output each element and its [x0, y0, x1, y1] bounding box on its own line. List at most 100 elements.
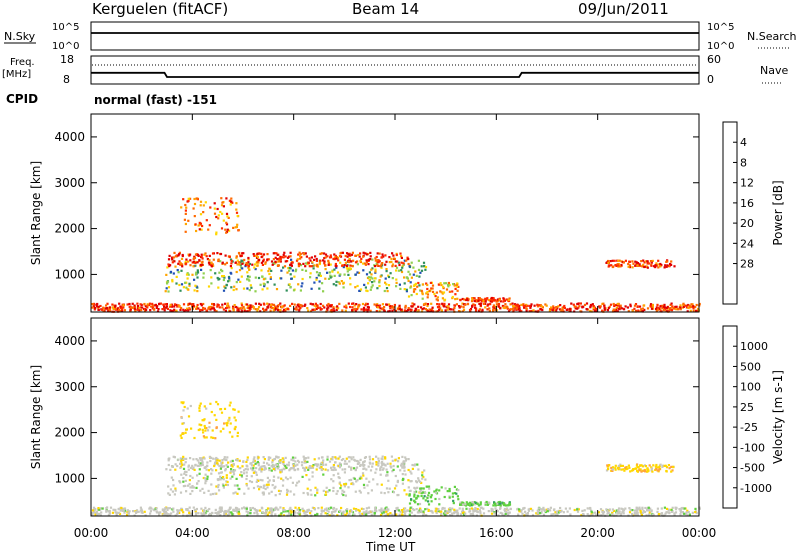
scatter-cell	[352, 259, 355, 262]
scatter-cell	[318, 466, 321, 470]
scatter-cell	[166, 280, 170, 283]
scatter-cell	[180, 283, 184, 286]
scatter-cell	[240, 475, 244, 478]
scatter-cell	[685, 513, 688, 516]
scatter-cell	[374, 506, 377, 509]
scatter-cell	[400, 464, 403, 467]
scatter-cell	[631, 266, 634, 269]
colorbar-tick-label: 8	[740, 156, 747, 169]
scatter-cell	[194, 264, 197, 267]
scatter-cell	[470, 504, 473, 507]
scatter-cell	[216, 512, 219, 515]
scatter-cell	[395, 507, 398, 510]
scatter-cell	[507, 513, 510, 516]
scatter-cell	[176, 509, 179, 512]
scatter-cell	[341, 251, 344, 254]
scatter-cell	[476, 507, 479, 511]
scatter-cell	[195, 229, 198, 233]
scatter-cell	[560, 509, 563, 512]
scatter-cell	[551, 309, 554, 312]
scatter-cell	[629, 303, 632, 306]
scatter-cell	[376, 303, 379, 306]
scatter-cell	[479, 510, 482, 513]
scatter-cell	[111, 306, 114, 309]
scatter-cell	[297, 253, 300, 256]
scatter-cell	[616, 263, 619, 266]
scatter-cell	[344, 513, 347, 517]
scatter-cell	[687, 306, 690, 310]
scatter-cell	[276, 309, 280, 312]
scatter-cell	[631, 309, 634, 312]
scatter-cell	[346, 255, 349, 258]
scatter-cell	[196, 261, 199, 264]
scatter-cell	[478, 302, 481, 305]
scatter-cell	[389, 462, 392, 465]
scatter-cell	[582, 305, 585, 308]
scatter-cell	[324, 463, 328, 466]
scatter-cell	[633, 307, 636, 310]
scatter-cell	[374, 471, 377, 474]
scatter-cell	[453, 508, 456, 511]
scatter-cell	[174, 265, 177, 268]
scatter-cell	[661, 304, 664, 307]
scatter-cell	[431, 287, 434, 290]
scatter-cell	[407, 270, 410, 273]
scatter-cell	[671, 305, 674, 308]
scatter-cell	[335, 266, 338, 269]
scatter-cell	[126, 509, 129, 512]
scatter-cell	[211, 492, 215, 496]
scatter-cell	[289, 285, 292, 289]
scatter-cell	[233, 427, 236, 430]
scatter-cell	[302, 510, 305, 513]
scatter-cell	[353, 513, 356, 516]
scatter-cell	[670, 302, 673, 305]
scatter-cell	[365, 259, 368, 262]
scatter-cell	[131, 302, 134, 305]
scatter-cell	[301, 277, 304, 281]
scatter-cell	[187, 273, 190, 276]
scatter-cell	[228, 199, 231, 202]
scatter-cell	[275, 455, 278, 458]
scatter-cell	[364, 286, 367, 289]
scatter-cell	[651, 303, 654, 307]
scatter-cell	[644, 470, 647, 473]
scatter-cell	[262, 278, 265, 281]
scatter-cell	[359, 260, 362, 263]
scatter-cell	[454, 287, 457, 290]
scatter-cell	[408, 489, 411, 493]
scatter-cell	[143, 303, 146, 306]
scatter-cell	[189, 197, 192, 200]
scatter-cell	[202, 431, 205, 434]
scatter-cell	[606, 464, 609, 467]
scatter-cell	[636, 469, 639, 472]
scatter-cell	[453, 492, 457, 495]
scatter-cell	[140, 303, 143, 306]
scatter-cell	[443, 512, 446, 515]
scatter-cell	[189, 474, 192, 478]
scatter-cell	[484, 306, 487, 309]
scatter-cell	[591, 513, 594, 516]
scatter-cell	[357, 460, 360, 463]
scatter-cell	[646, 266, 649, 269]
scatter-cell	[468, 504, 472, 507]
scatter-cell	[403, 309, 406, 312]
scatter-cell	[549, 509, 552, 512]
scatter-cell	[633, 304, 637, 307]
scatter-cell	[326, 455, 329, 458]
scatter-cell	[422, 491, 425, 494]
scatter-cell	[652, 464, 655, 467]
scatter-cell	[218, 489, 221, 492]
scatter-cell	[210, 436, 213, 439]
scatter-cell	[162, 303, 165, 306]
scatter-cell	[281, 457, 284, 460]
scatter-cell	[335, 308, 338, 311]
scatter-cell	[511, 302, 514, 305]
scatter-cell	[245, 262, 248, 265]
scatter-cell	[426, 291, 429, 294]
scatter-cell	[243, 492, 246, 495]
scatter-cell	[459, 298, 462, 301]
scatter-cell	[494, 308, 497, 311]
scatter-cell	[184, 281, 187, 284]
scatter-cell	[463, 298, 466, 301]
scatter-cell	[276, 258, 279, 261]
